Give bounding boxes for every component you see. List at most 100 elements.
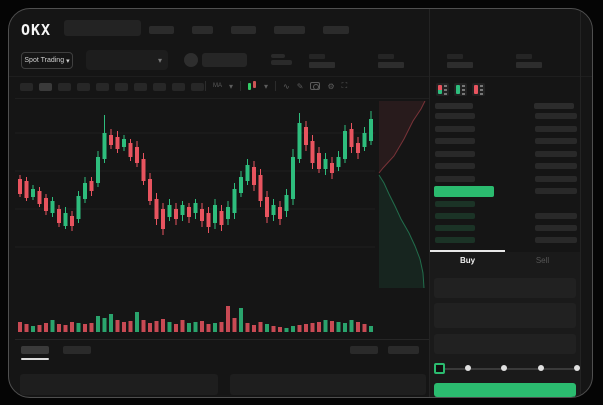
orders-tab-active[interactable] xyxy=(21,346,49,354)
chevron-down-icon: ▾ xyxy=(66,57,70,65)
book-asks-icon[interactable] xyxy=(472,83,485,96)
interval-buttons xyxy=(20,83,204,91)
change-placeholder xyxy=(271,54,292,65)
ticker-stat-value xyxy=(516,62,542,68)
ask-price-placeholder xyxy=(435,175,475,182)
interval-button[interactable] xyxy=(20,83,33,91)
buy-submit-button[interactable] xyxy=(434,383,576,397)
nav-item-placeholder[interactable] xyxy=(192,26,213,34)
orderbook-mode-buttons xyxy=(436,83,485,96)
interval-button[interactable] xyxy=(58,83,71,91)
app-window: OKX Spot Trading ▾ ▾ MA ▾ ▾ ∿ ✎ ⚙ ⛶ xyxy=(8,8,593,398)
chart-bottom-divider xyxy=(15,339,429,340)
amount-placeholder xyxy=(535,225,577,231)
interval-button[interactable] xyxy=(39,83,52,91)
trade-input-field[interactable] xyxy=(434,334,576,354)
indicator-wave-icon[interactable]: ∿ xyxy=(283,81,290,91)
amount-placeholder xyxy=(535,163,577,169)
orderbook-header-placeholder xyxy=(534,103,574,109)
book-bids-icon[interactable] xyxy=(454,83,467,96)
fullscreen-icon[interactable]: ⛶ xyxy=(341,81,348,90)
chart-tool-icons: MA ▾ ▾ ∿ ✎ ⚙ ⛶ xyxy=(205,81,347,91)
ticker-stat-placeholder xyxy=(309,54,335,68)
orderbook-header-placeholder xyxy=(435,103,473,109)
ask-price-placeholder xyxy=(435,150,475,157)
ticker-stat-placeholder xyxy=(447,54,473,68)
candlestick-chart[interactable] xyxy=(15,101,429,341)
trade-input-field[interactable] xyxy=(434,278,576,298)
ask-price-placeholder xyxy=(435,138,475,144)
search-input[interactable] xyxy=(64,20,141,36)
draw-icon[interactable]: ✎ xyxy=(296,81,304,91)
interval-button[interactable] xyxy=(172,83,185,91)
ticker-stat-label xyxy=(516,54,532,59)
toolbar-divider xyxy=(15,98,429,99)
orders-tab-2[interactable] xyxy=(63,346,91,354)
header-divider xyxy=(9,76,592,77)
trade-input-field[interactable] xyxy=(434,303,576,328)
slider-stop-dot[interactable] xyxy=(538,365,544,371)
bid-price-placeholder xyxy=(435,236,475,243)
nav-item-placeholder[interactable] xyxy=(231,26,256,34)
amount-placeholder xyxy=(535,237,577,243)
ticker-stat-placeholder xyxy=(516,54,542,68)
coin-avatar xyxy=(184,53,198,67)
ticker-stat-label xyxy=(447,54,463,59)
amount-slider-handle[interactable] xyxy=(434,363,445,374)
bid-price-placeholder xyxy=(435,224,475,231)
market-type-label: Spot Trading xyxy=(24,57,65,64)
ticker-stat-value xyxy=(378,62,404,68)
interval-button[interactable] xyxy=(153,83,166,91)
candle-style-icon[interactable] xyxy=(248,81,257,91)
ask-price-placeholder xyxy=(435,163,475,169)
active-tab-underline xyxy=(21,358,49,360)
chevron-down-icon[interactable]: ▾ xyxy=(264,81,269,91)
amount-placeholder xyxy=(535,188,577,194)
ask-price-placeholder xyxy=(435,113,475,119)
last-price-placeholder xyxy=(202,53,247,67)
market-type-dropdown[interactable]: Spot Trading ▾ xyxy=(21,52,73,69)
nav-item-placeholder[interactable] xyxy=(323,26,349,34)
ticker-stat-value xyxy=(309,62,335,68)
last-price-highlight[interactable] xyxy=(434,186,494,197)
chevron-down-icon: ▾ xyxy=(157,55,162,65)
orders-table-placeholder-left xyxy=(20,374,218,395)
okx-logo[interactable]: OKX xyxy=(21,21,52,39)
bid-price-placeholder xyxy=(435,212,475,219)
slider-stop-dot[interactable] xyxy=(465,365,471,371)
orders-filter-1[interactable] xyxy=(350,346,378,354)
interval-button[interactable] xyxy=(115,83,128,91)
slider-stop-dot[interactable] xyxy=(501,365,507,371)
ticker-stat-value xyxy=(447,62,473,68)
amount-placeholder xyxy=(535,113,577,119)
nav-item-placeholder[interactable] xyxy=(274,26,305,34)
chevron-down-icon[interactable]: ▾ xyxy=(229,81,234,91)
interval-button[interactable] xyxy=(191,83,204,91)
bid-price-placeholder xyxy=(435,200,475,207)
slider-stop-dot[interactable] xyxy=(574,365,580,371)
ma-indicator-icon[interactable]: MA xyxy=(213,83,222,89)
camera-icon[interactable] xyxy=(310,82,321,90)
orderbook-panel: Buy Sell xyxy=(429,9,581,397)
amount-placeholder xyxy=(535,175,577,182)
interval-button[interactable] xyxy=(96,83,109,91)
amount-placeholder xyxy=(535,125,577,132)
settings-icon[interactable]: ⚙ xyxy=(327,81,335,91)
top-nav xyxy=(149,26,349,34)
book-combined-icon[interactable] xyxy=(436,83,449,96)
ticker-stat-placeholder xyxy=(378,54,404,68)
interval-button[interactable] xyxy=(77,83,90,91)
tab-sell[interactable]: Sell xyxy=(535,256,550,265)
interval-button[interactable] xyxy=(134,83,147,91)
amount-placeholder xyxy=(535,150,577,157)
orders-filter-2[interactable] xyxy=(388,346,419,354)
ticker-stats-row xyxy=(309,54,542,68)
amount-placeholder xyxy=(535,213,577,219)
pair-selector-dropdown[interactable]: ▾ xyxy=(86,50,168,70)
orders-table-placeholder-right xyxy=(230,374,426,395)
divider xyxy=(205,81,206,91)
divider xyxy=(240,81,242,91)
nav-item-placeholder[interactable] xyxy=(149,26,174,34)
ticker-stat-label xyxy=(378,54,394,59)
tab-buy[interactable]: Buy xyxy=(459,256,476,265)
